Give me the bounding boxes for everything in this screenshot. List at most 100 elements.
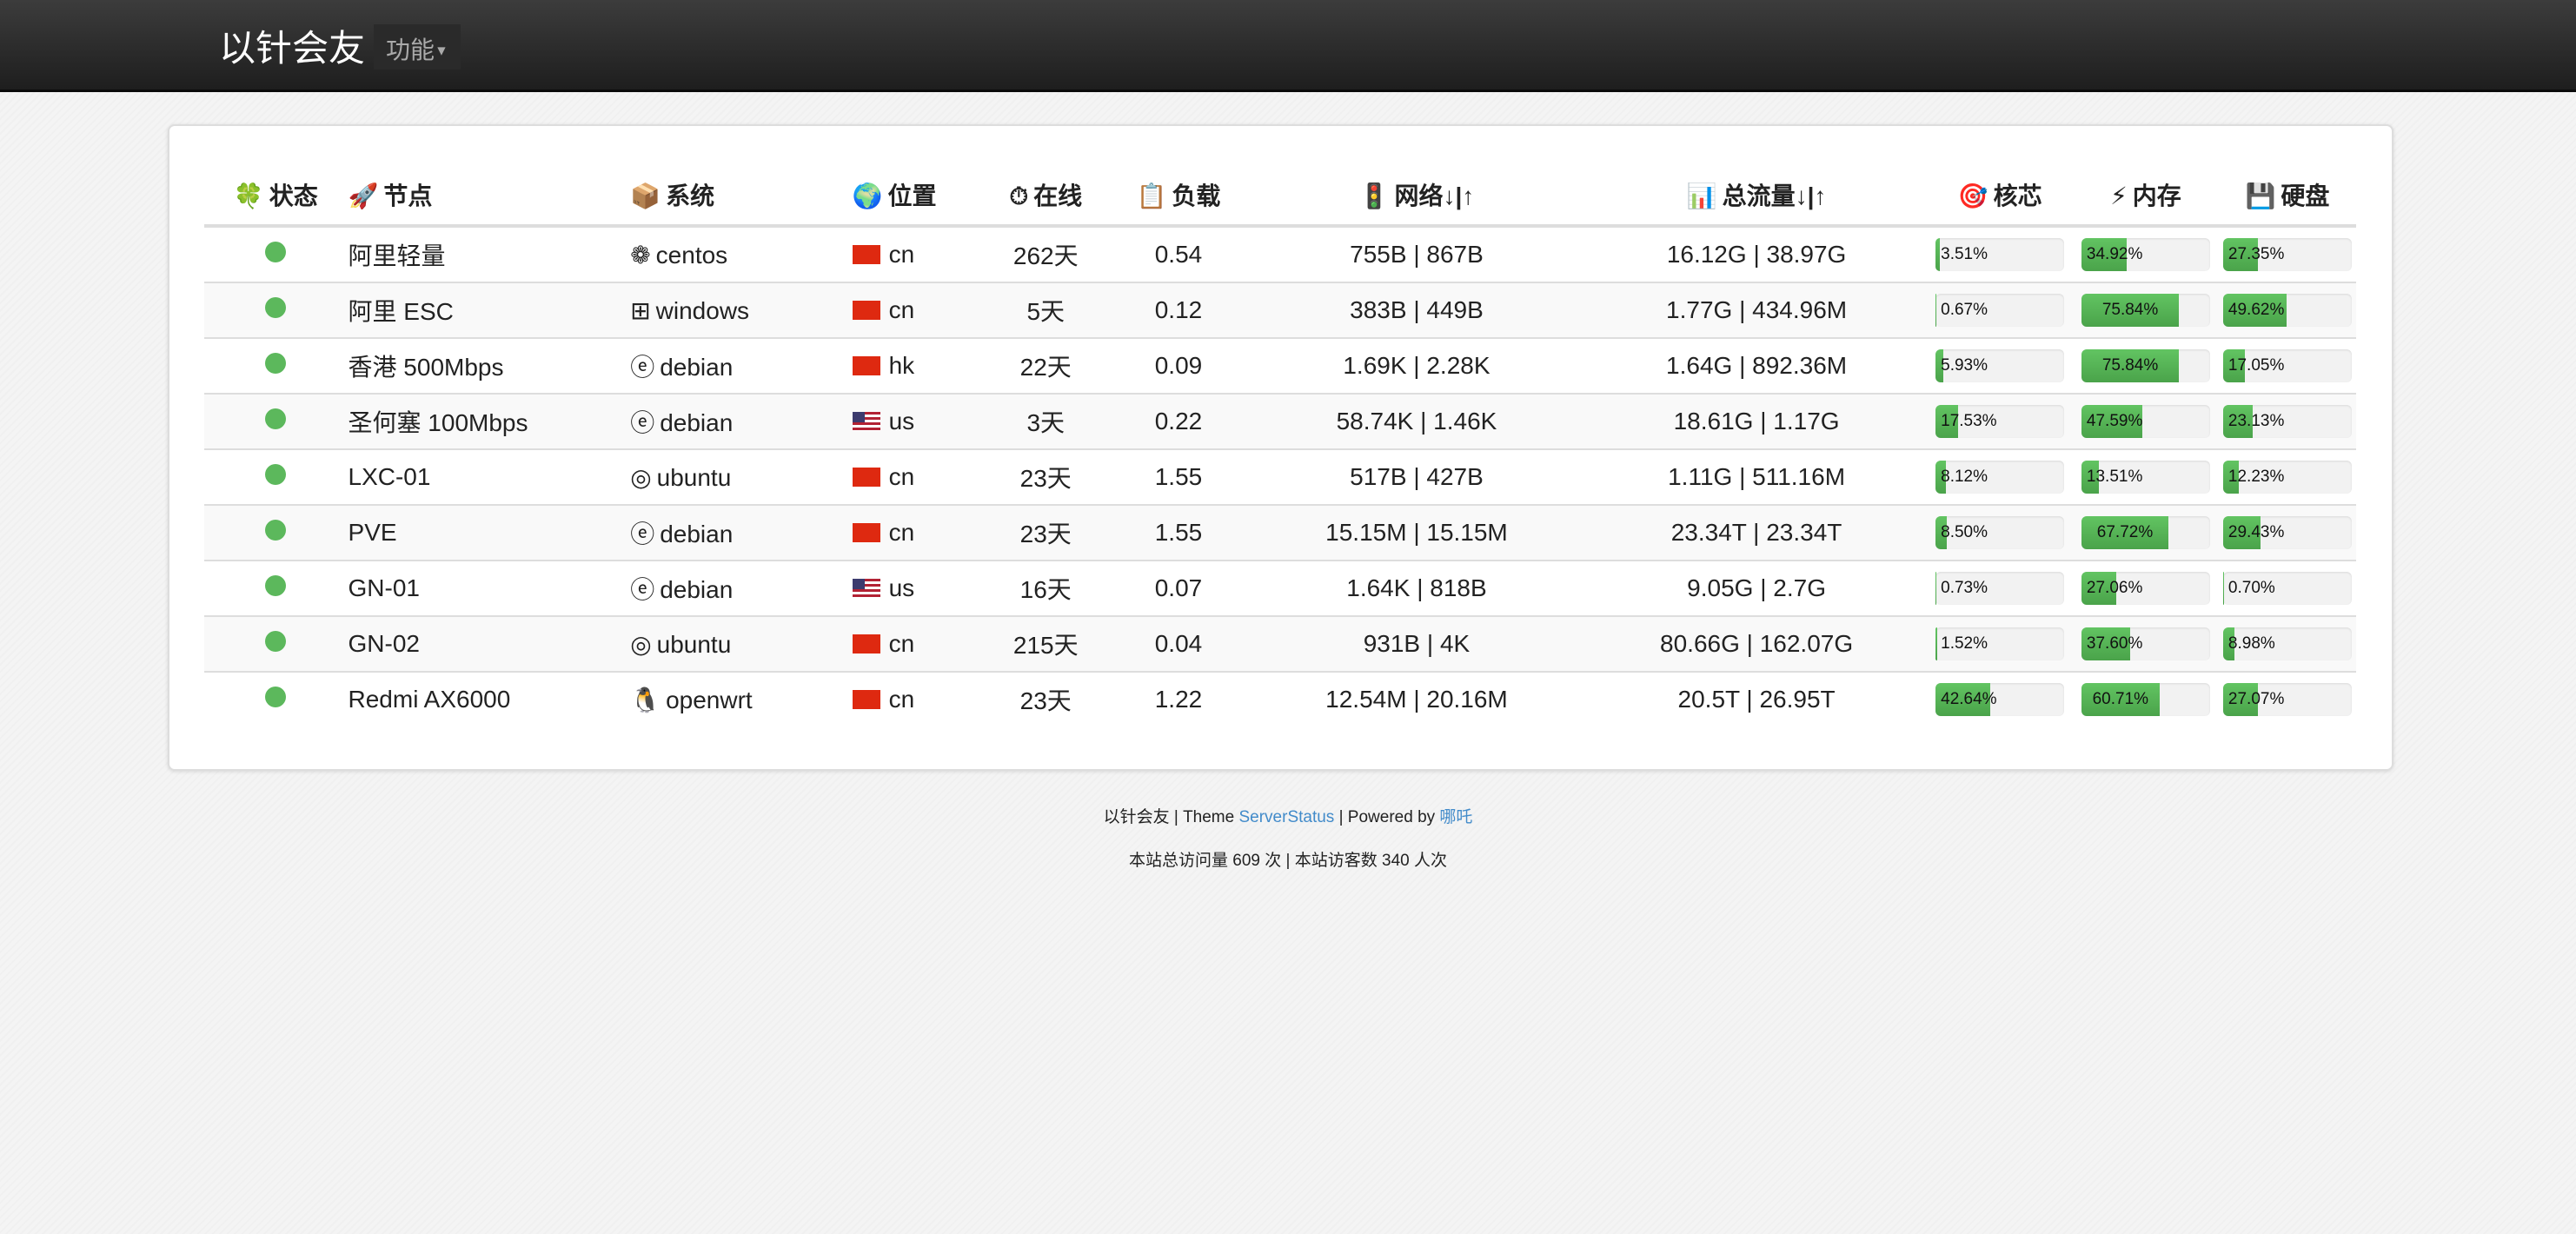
- os-name: debian: [660, 521, 734, 547]
- total-traffic: 80.66G | 162.07G: [1585, 615, 1928, 672]
- footer-site: 以针会友: [1103, 808, 1170, 826]
- cpu-label: 8.50%: [1941, 523, 1988, 541]
- debian-icon: ⓔ: [630, 409, 655, 436]
- uptime: 215天: [981, 615, 1110, 672]
- cpu-bar: [1935, 405, 1959, 438]
- node-name: 香港 500Mbps: [348, 354, 504, 381]
- header-6[interactable]: 🚦 网络↓|↑: [1247, 165, 1586, 228]
- server-panel: 🍀 状态 🚀 节点 📦 系统 🌍 位置 ⏱ 在线 📋 负载 🚦 网络↓|↑ 📊 总流量↓|↑ 🎯 核芯 ⚡ 内存 💾 硬盘…: [168, 124, 2393, 771]
- location: cn: [888, 241, 915, 268]
- cpu-label: 42.64%: [1941, 690, 1997, 708]
- header-label: 节点: [383, 182, 433, 209]
- disk-label: 49.62%: [2227, 301, 2285, 319]
- header-10[interactable]: 💾 硬盘: [2218, 165, 2356, 228]
- ubuntu-icon: ◎: [630, 463, 652, 491]
- features-menu[interactable]: 功能▼: [374, 24, 461, 70]
- status-online-dot: [265, 631, 287, 652]
- table-row[interactable]: 香港 500Mbps ⓔ debian hk 22天 0.09 1.69K | 2…: [204, 337, 2356, 394]
- flag-hk-icon: [852, 356, 880, 375]
- cpu-bar: [1935, 238, 1941, 271]
- header-1[interactable]: 🚀 节点: [347, 165, 630, 228]
- network-speed: 517B | 427B: [1247, 448, 1586, 505]
- network-speed: 12.54M | 20.16M: [1247, 671, 1586, 726]
- load: 1.22: [1109, 671, 1247, 726]
- lightning-icon: ⚡: [2110, 182, 2128, 209]
- node-name: 阿里轻量: [348, 242, 446, 269]
- brand[interactable]: 以针会友: [219, 28, 366, 69]
- mem-label: 75.84%: [2101, 356, 2159, 375]
- mem-progress: 67.72%: [2081, 516, 2210, 549]
- floppy-disk-icon: 💾: [2245, 182, 2276, 209]
- flag-cn-icon: [852, 634, 880, 653]
- status-online-dot: [265, 353, 287, 374]
- disk-progress: 8.98%: [2222, 627, 2352, 660]
- table-row[interactable]: 阿里 ESC ⊞ windows cn 5天 0.12 383B | 449B 1…: [204, 282, 2356, 338]
- table-row[interactable]: GN-01 ⓔ debian us 16天 0.07 1.64K | 818B 9…: [204, 560, 2356, 616]
- disk-progress: 17.05%: [2222, 349, 2352, 382]
- disk-label: 27.07%: [2227, 690, 2285, 708]
- mem-label: 37.60%: [2086, 634, 2143, 653]
- header-9[interactable]: ⚡ 内存: [2073, 165, 2219, 228]
- features-menu-label: 功能: [386, 36, 435, 63]
- mem-bar: [2081, 683, 2160, 716]
- header-3[interactable]: 🌍 位置: [851, 165, 982, 228]
- header-7[interactable]: 📊 总流量↓|↑: [1585, 165, 1928, 228]
- table-row[interactable]: LXC-01 ◎ ubuntu cn 23天 1.55 517B | 427B 1…: [204, 448, 2356, 505]
- header-8[interactable]: 🎯 核芯: [1927, 165, 2074, 228]
- os-name: centos: [655, 241, 728, 269]
- header-label: 负载: [1172, 182, 1221, 209]
- server-table: 🍀 状态 🚀 节点 📦 系统 🌍 位置 ⏱ 在线 📋 负载 🚦 网络↓|↑ 📊 总流量↓|↑ 🎯 核芯 ⚡ 内存 💾 硬盘…: [204, 165, 2356, 726]
- disk-progress: 27.07%: [2222, 683, 2352, 716]
- total-traffic: 16.12G | 38.97G: [1585, 225, 1928, 282]
- caret-down-icon: ▼: [435, 43, 448, 59]
- disk-label: 27.35%: [2227, 245, 2285, 263]
- network-speed: 931B | 4K: [1247, 615, 1586, 672]
- header-label: 核芯: [1993, 182, 2042, 209]
- network-speed: 755B | 867B: [1247, 225, 1586, 282]
- location: cn: [888, 686, 915, 713]
- header-label: 在线: [1033, 182, 1083, 209]
- disk-progress: 49.62%: [2222, 294, 2352, 327]
- location: us: [888, 574, 915, 601]
- mem-progress: 60.71%: [2081, 683, 2210, 716]
- header-4[interactable]: ⏱ 在线: [981, 165, 1110, 228]
- ubuntu-icon: ◎: [630, 630, 652, 658]
- cpu-progress: 42.64%: [1935, 683, 2065, 716]
- footer-text: | Theme: [1169, 808, 1239, 826]
- header-0[interactable]: 🍀 状态: [204, 165, 348, 228]
- os-name: ubuntu: [656, 630, 732, 658]
- cpu-progress: 1.52%: [1935, 627, 2065, 660]
- table-row[interactable]: Redmi AX6000 🐧 openwrt cn 23天 1.22 12.54M…: [204, 671, 2356, 726]
- centos-icon: ❁: [630, 241, 651, 269]
- uptime: 22天: [981, 337, 1110, 394]
- disk-bar: [2222, 572, 2224, 605]
- cpu-progress: 8.50%: [1935, 516, 2065, 549]
- header-2[interactable]: 📦 系统: [629, 165, 852, 228]
- disk-bar: [2222, 238, 2259, 271]
- total-traffic: 1.77G | 434.96M: [1585, 282, 1928, 338]
- disk-progress: 29.43%: [2222, 516, 2352, 549]
- node-name: 圣何塞 100Mbps: [348, 409, 528, 436]
- four-leaf-clover-icon: 🍀: [233, 182, 264, 209]
- load: 1.55: [1109, 504, 1247, 561]
- header-label: 硬盘: [2281, 182, 2330, 209]
- table-row[interactable]: 圣何塞 100Mbps ⓔ debian us 3天 0.22 58.74K | …: [204, 393, 2356, 449]
- load: 0.07: [1109, 560, 1247, 616]
- table-row[interactable]: 阿里轻量 ❁ centos cn 262天 0.54 755B | 867B 16…: [204, 225, 2356, 282]
- cpu-label: 0.67%: [1941, 301, 1988, 319]
- mem-progress: 27.06%: [2081, 572, 2210, 605]
- powered-link[interactable]: 哪吒: [1439, 808, 1473, 826]
- theme-link[interactable]: ServerStatus: [1238, 808, 1335, 826]
- table-row[interactable]: PVE ⓔ debian cn 23天 1.55 15.15M | 15.15M …: [204, 504, 2356, 561]
- network-speed: 58.74K | 1.46K: [1247, 393, 1586, 449]
- table-header: 🍀 状态 🚀 节点 📦 系统 🌍 位置 ⏱ 在线 📋 负载 🚦 网络↓|↑ 📊 总流量↓|↑ 🎯 核芯 ⚡ 内存 💾 硬盘: [204, 165, 2356, 228]
- cpu-bar: [1935, 683, 1991, 716]
- disk-label: 0.70%: [2227, 579, 2275, 597]
- header-5[interactable]: 📋 负载: [1109, 165, 1247, 228]
- disk-bar: [2222, 683, 2258, 716]
- header-label: 内存: [2132, 182, 2181, 209]
- disk-bar: [2222, 405, 2254, 438]
- location: cn: [888, 630, 915, 657]
- disk-label: 8.98%: [2227, 634, 2275, 653]
- table-row[interactable]: GN-02 ◎ ubuntu cn 215天 0.04 931B | 4K 80.…: [204, 615, 2356, 672]
